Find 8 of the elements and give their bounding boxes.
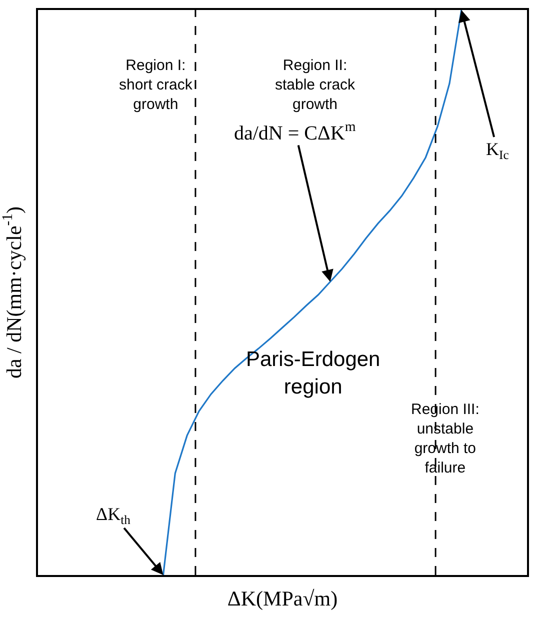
annotation: Region I: short crack growth	[119, 57, 193, 113]
annotation: da/dN = CΔK$^{m}$	[234, 120, 356, 144]
annotation: K$_{Ic}$	[486, 139, 510, 162]
annotation: Region II: stable crack growth	[275, 57, 356, 113]
annotation: ΔK$_{th}$	[96, 504, 132, 527]
annotation: Region III: unstable growth to failure	[411, 401, 480, 476]
x-axis-title: ΔK(MPa√m)	[227, 586, 338, 610]
annotation: Paris-Erdogen region	[246, 348, 380, 398]
